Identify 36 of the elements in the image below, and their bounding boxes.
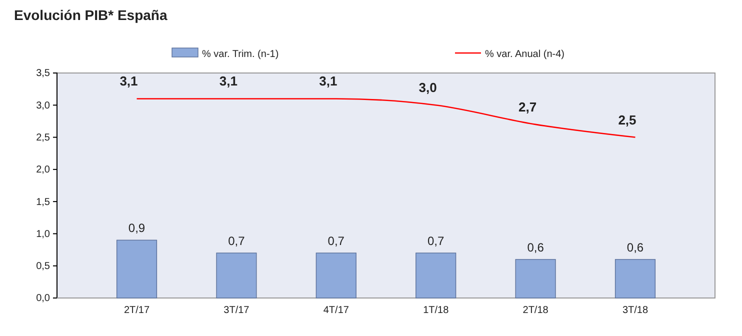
y-tick-label: 1,0 <box>36 228 50 240</box>
y-tick-label: 2,0 <box>36 164 50 176</box>
data-label: 0,9 <box>128 221 146 236</box>
data-label: 2,5 <box>618 112 636 128</box>
bar <box>316 252 356 298</box>
x-tick-label: 3T/18 <box>622 305 648 316</box>
y-tick-label: 0,0 <box>36 293 50 304</box>
y-tick-label: 1,5 <box>36 196 50 208</box>
data-label: 2,7 <box>518 99 537 114</box>
data-label: 3,1 <box>120 74 138 89</box>
x-tick-label: 1T/18 <box>423 305 450 316</box>
y-tick-label: 0,5 <box>36 261 50 272</box>
data-label: 0,6 <box>626 240 644 254</box>
y-tick-label: 3,5 <box>36 68 50 80</box>
data-label: 0,7 <box>428 234 445 248</box>
x-tick-label: 4T/17 <box>323 305 350 316</box>
bar <box>515 259 556 298</box>
data-label: 0,6 <box>527 240 544 254</box>
legend-label: % var. Anual (n-4) <box>485 49 564 60</box>
data-label: 3,1 <box>319 74 338 89</box>
data-label: 3,1 <box>219 74 238 89</box>
legend-label: % var. Trim. (n-1) <box>202 49 279 60</box>
x-tick-label: 2T/18 <box>522 305 549 316</box>
bar <box>116 240 158 298</box>
bar <box>416 252 456 298</box>
y-tick-label: 2,5 <box>36 132 50 144</box>
data-label: 3,0 <box>418 80 437 96</box>
chart-title: Evolución PIB* España <box>14 7 168 23</box>
bar <box>216 252 257 298</box>
y-tick-label: 3,0 <box>36 100 50 112</box>
data-label: 0,7 <box>328 234 345 248</box>
x-tick-label: 3T/17 <box>224 305 250 316</box>
data-label: 0,7 <box>228 234 246 248</box>
x-tick-label: 2T/17 <box>124 305 150 316</box>
bar <box>614 259 656 298</box>
line-series <box>136 98 636 138</box>
